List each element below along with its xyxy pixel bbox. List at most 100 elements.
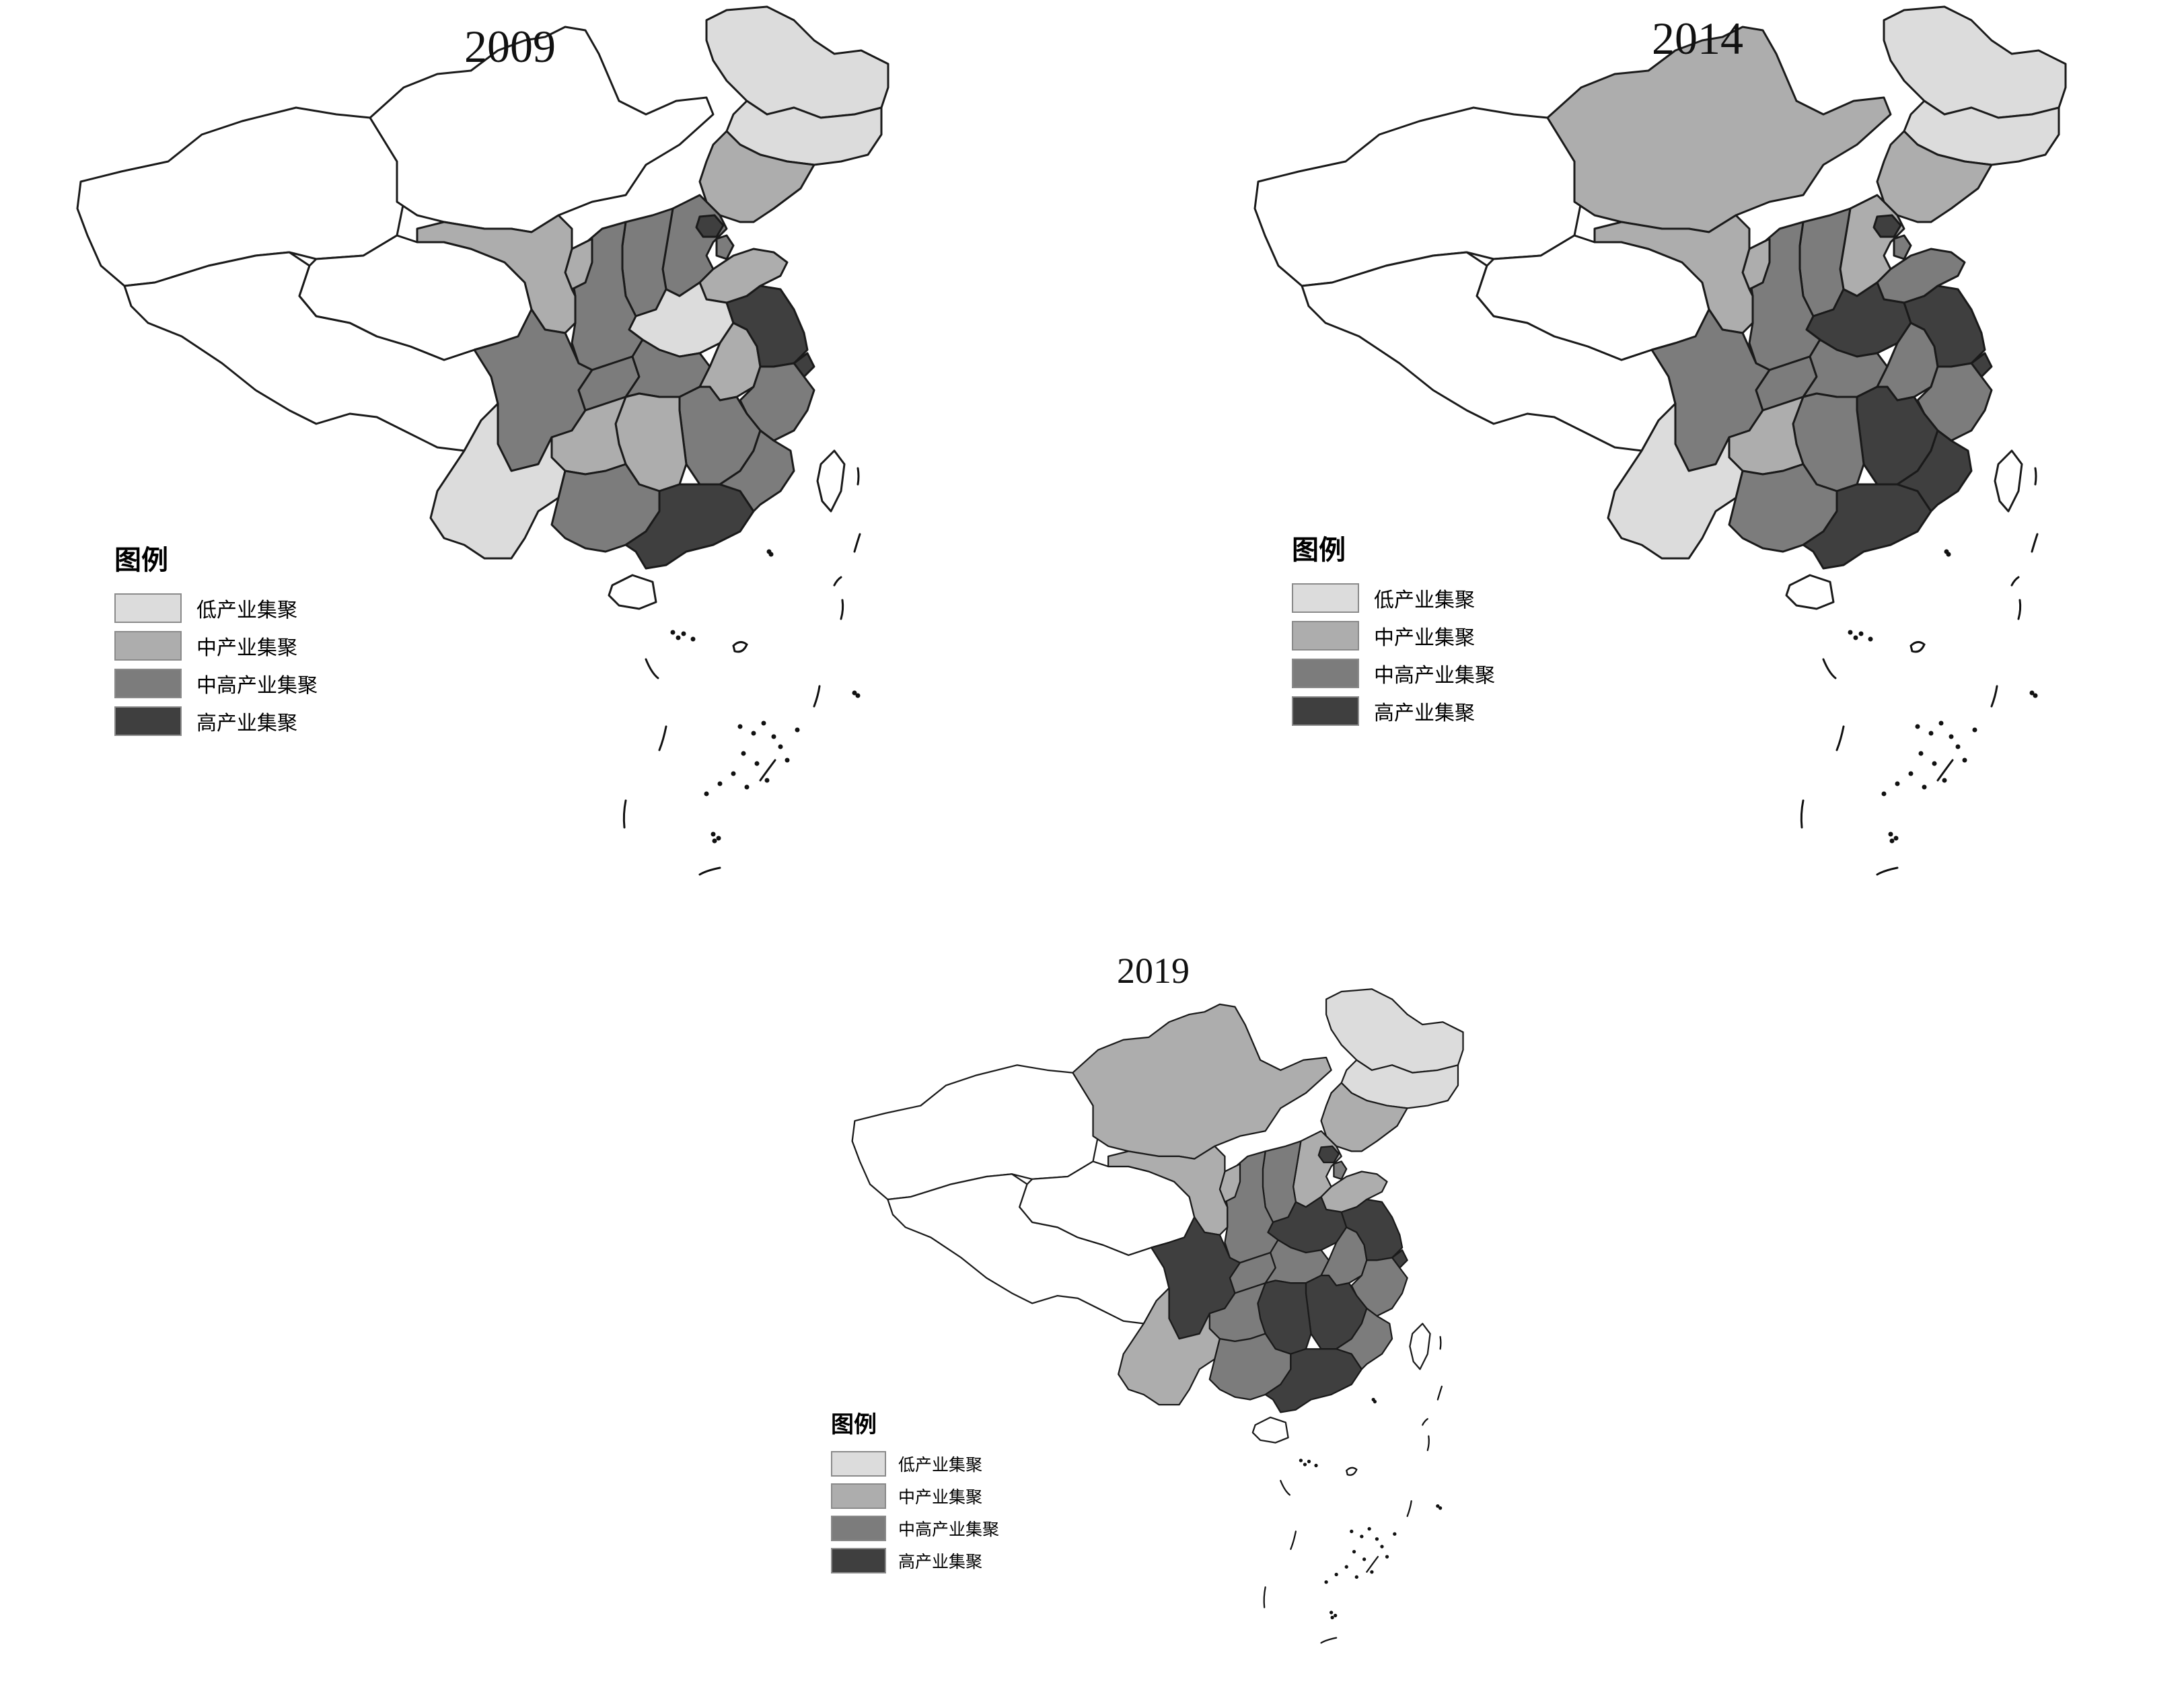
province-liaoning: [1876, 130, 1993, 223]
legend-title: 图例: [1292, 535, 1346, 566]
island-outline: [1876, 866, 1899, 876]
island-dot: [1848, 630, 1853, 635]
island-outline: [853, 533, 861, 553]
province-taiwan: [816, 449, 846, 513]
island-dot: [741, 751, 746, 756]
map-panel-2014: 2014 图例 低产业集聚 中产业集聚 中高产业集聚 高产业集聚: [1177, 0, 2160, 888]
legend-label-midhigh: 中高产业集聚: [196, 674, 318, 698]
island-dot: [737, 724, 743, 729]
legend-swatch-midhigh: [1292, 659, 1359, 688]
province-tianjin: [1333, 1160, 1348, 1180]
island-dot: [1881, 791, 1887, 796]
legend-label-high: 高产业集聚: [898, 1552, 983, 1571]
island-dot: [1362, 1557, 1367, 1561]
island-dot: [1938, 720, 1944, 726]
island-outline: [1990, 685, 1998, 708]
island-dot: [716, 836, 721, 841]
island-dot: [1436, 1504, 1440, 1508]
map-legend: 图例 低产业集聚 中产业集聚 中高产业集聚 高产业集聚: [1292, 528, 1495, 726]
province-guangdong: [1264, 1348, 1362, 1413]
island-dot: [852, 690, 857, 696]
island-dot: [1895, 781, 1900, 786]
island-outline: [1909, 641, 1926, 653]
province-hainan: [1251, 1416, 1289, 1444]
island-outline: [1406, 1500, 1412, 1517]
island-dot: [1334, 1572, 1338, 1577]
island-dot: [1868, 636, 1873, 642]
province-gansu: [416, 214, 577, 334]
island-dot: [771, 734, 776, 739]
legend-label-midhigh: 中高产业集聚: [1374, 664, 1495, 688]
province-taiwan: [1994, 449, 2023, 513]
island-dot: [1344, 1565, 1348, 1569]
island-dot: [1949, 734, 1954, 739]
island-outline: [1366, 1555, 1379, 1573]
legend-swatch-high: [114, 706, 182, 736]
island-dot: [1955, 744, 1961, 749]
island-outline: [645, 658, 659, 679]
legend-item-midhigh: 中高产业集聚: [114, 669, 318, 698]
map-panel-2019: 2019 图例 低产业集聚 中产业集聚 中高产业集聚 高产业集聚: [794, 942, 1534, 1695]
island-dot: [1354, 1575, 1358, 1579]
province-fujian: [719, 429, 795, 513]
island-dot: [731, 771, 736, 776]
island-dot: [768, 552, 774, 557]
legend-label-mid: 中产业集聚: [1374, 626, 1475, 650]
map-legend: 图例 低产业集聚 中产业集聚 中高产业集聚 高产业集聚: [114, 538, 318, 736]
legend-swatch-midhigh: [831, 1516, 886, 1541]
island-outline: [1320, 1637, 1338, 1644]
province-heilongjiang: [1883, 5, 2067, 119]
legend-item-low: 低产业集聚: [114, 593, 318, 623]
province-hainan: [608, 574, 657, 610]
province-tianjin: [1893, 234, 1912, 260]
island-outline: [732, 641, 748, 653]
legend-swatch-mid: [114, 631, 182, 661]
island-dot: [1942, 778, 1947, 783]
province-yunnan: [1118, 1287, 1221, 1406]
island-dot: [1946, 552, 1951, 557]
map-year-title: 2009: [464, 21, 556, 72]
island-dot: [1918, 751, 1924, 756]
island-dot: [785, 757, 790, 763]
island-dot: [711, 831, 716, 837]
legend-label-low: 低产业集聚: [1374, 589, 1475, 612]
island-outline: [1835, 725, 1845, 751]
province-taiwan: [1409, 1323, 1431, 1370]
island-dot: [795, 727, 800, 733]
province-hainan: [1785, 574, 1835, 610]
province-heilongjiang: [1325, 988, 1464, 1074]
island-outline: [1345, 1467, 1358, 1476]
island-outline: [1426, 1435, 1430, 1452]
legend-swatch-low: [1292, 583, 1359, 613]
legend-item-mid: 中产业集聚: [831, 1483, 999, 1509]
province-yunnan: [429, 402, 567, 560]
legend-label-low: 低产业集聚: [196, 599, 297, 622]
island-dot: [1858, 631, 1864, 636]
island-outline: [813, 685, 821, 708]
province-tianjin: [715, 234, 735, 260]
island-outline: [1822, 658, 1837, 679]
island-dot: [681, 631, 686, 636]
island-dot: [761, 720, 766, 726]
legend-item-midhigh: 中高产业集聚: [831, 1516, 999, 1541]
map-year-title: 2014: [1652, 13, 1743, 64]
island-dot: [1385, 1555, 1389, 1559]
island-outline: [622, 799, 627, 829]
island-dot: [1329, 1610, 1334, 1615]
province-jiangsu: [1340, 1198, 1404, 1261]
island-dot: [1438, 1506, 1443, 1510]
island-dot: [1350, 1529, 1354, 1534]
legend-swatch-mid: [831, 1483, 886, 1509]
island-outline: [658, 725, 667, 751]
legend-item-midhigh: 中高产业集聚: [1292, 659, 1495, 688]
legend-title: 图例: [831, 1411, 877, 1438]
province-zhejiang: [1916, 362, 1993, 442]
island-dot: [1330, 1615, 1334, 1620]
island-dot: [1853, 635, 1858, 640]
island-dot: [1370, 1570, 1374, 1574]
map-legend: 图例 低产业集聚 中产业集聚 中高产业集聚 高产业集聚: [831, 1406, 999, 1573]
province-beijing: [1317, 1145, 1340, 1164]
island-dot: [1303, 1462, 1307, 1467]
legend-item-low: 低产业集聚: [1292, 583, 1495, 613]
province-liaoning: [698, 130, 815, 223]
